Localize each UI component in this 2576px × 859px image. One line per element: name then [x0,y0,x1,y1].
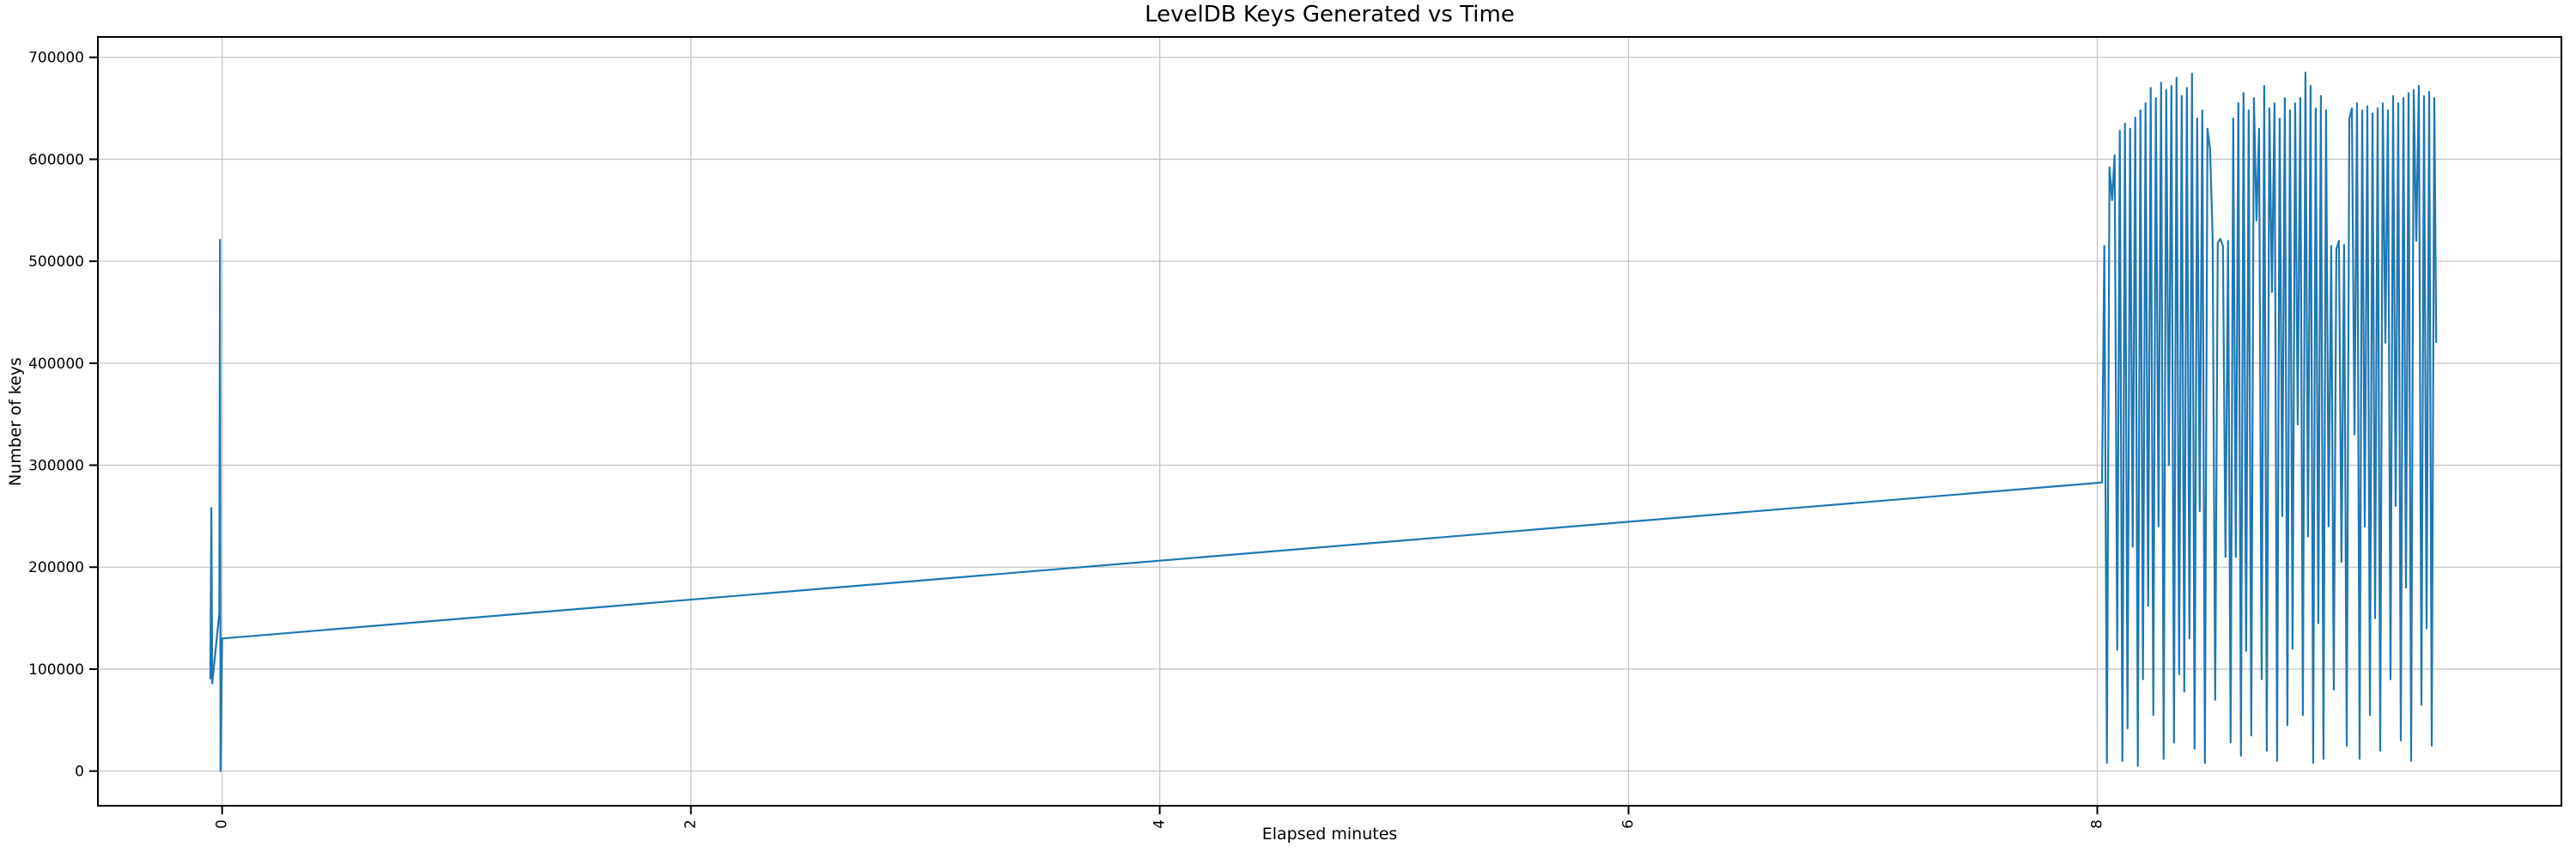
x-tick-label: 2 [683,819,700,829]
x-tick-label: 6 [1620,819,1637,829]
chart-title: LevelDB Keys Generated vs Time [1145,2,1515,27]
y-tick-label: 500000 [28,253,84,271]
x-tick-label: 0 [214,819,231,829]
series-line [209,71,2438,772]
y-tick-label: 100000 [28,661,84,679]
y-tick-label: 0 [75,764,84,781]
y-tick-label: 400000 [28,356,84,373]
y-tick-label: 600000 [28,151,84,168]
x-tick-label: 4 [1151,819,1169,829]
y-tick-label: 200000 [28,559,84,576]
x-axis-label: Elapsed minutes [1261,825,1398,844]
plot-frame [97,36,2562,807]
x-tick-label: 8 [2089,819,2106,829]
y-tick-label: 700000 [28,50,84,67]
y-tick-label: 300000 [28,458,84,475]
